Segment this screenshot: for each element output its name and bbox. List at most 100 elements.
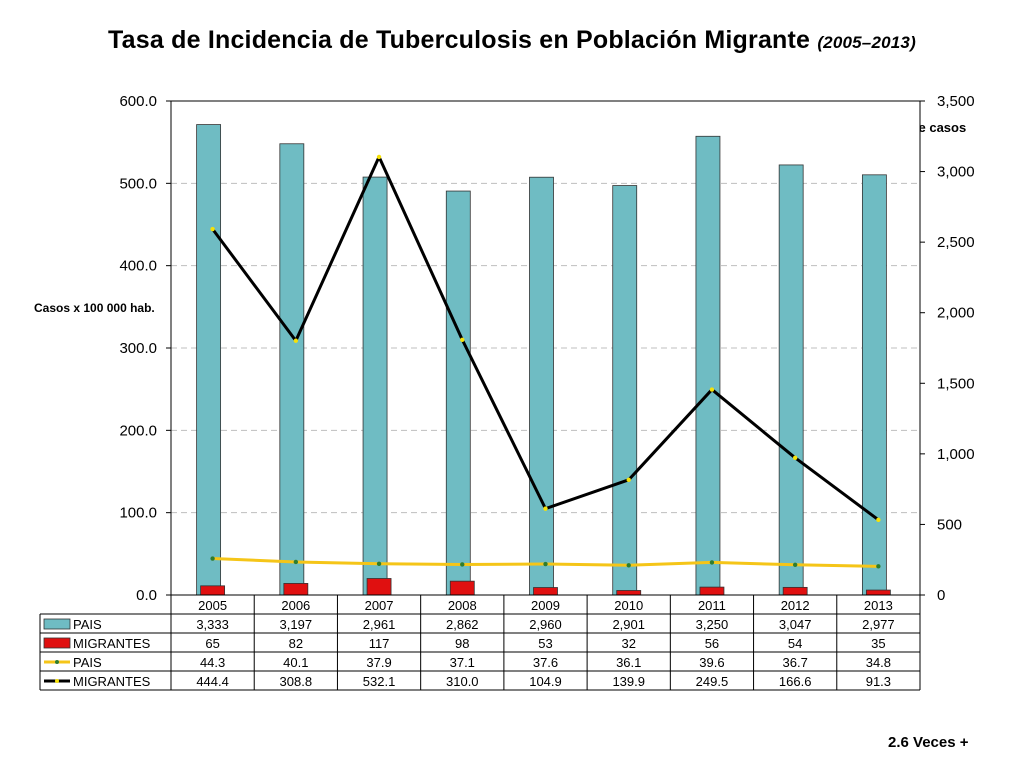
bar-migrantes	[366, 578, 392, 596]
point-migrantes	[376, 154, 382, 160]
table-cell: 444.4	[196, 674, 229, 689]
footer-note: 2.6 Veces +	[888, 734, 969, 751]
table-cell: 56	[705, 636, 719, 651]
y-left-tick-label: 200.0	[119, 422, 157, 439]
table-cell: 34.8	[866, 655, 891, 670]
table-cell: 117	[369, 636, 390, 651]
table-cell: 2,961	[363, 617, 396, 632]
point-migrantes	[709, 387, 715, 392]
table-cell: 36.7	[783, 655, 808, 670]
point-migrantes	[210, 226, 215, 232]
point-pais	[460, 562, 465, 567]
table-cell: 91.3	[866, 674, 891, 689]
y-left-tick-label: 400.0	[119, 258, 157, 275]
bar-migrantes	[200, 585, 226, 596]
table-cell: 308.8	[280, 674, 313, 689]
table-cell: 32	[621, 636, 635, 651]
bar-migrantes	[782, 586, 808, 596]
x-tick-label: 2008	[448, 598, 477, 613]
legend-marker-migrantes	[55, 679, 59, 683]
table-cell: 3,047	[779, 617, 812, 632]
y-right-tick-label: 3,500	[937, 93, 975, 110]
legend-label: MIGRANTES	[73, 674, 151, 689]
legend-label: MIGRANTES	[73, 636, 151, 651]
table-cell: 53	[538, 636, 552, 651]
point-migrantes	[792, 455, 798, 461]
table-cell: 166.6	[779, 674, 812, 689]
x-tick-label: 2010	[614, 598, 643, 613]
point-pais	[709, 560, 715, 565]
x-tick-label: 2013	[864, 598, 893, 613]
y-right-tick-label: 1,000	[937, 446, 975, 463]
table-cell: 37.1	[450, 655, 475, 670]
y-right-tick-label: 3,000	[937, 164, 975, 181]
point-pais	[626, 563, 631, 568]
bar-pais	[861, 174, 887, 596]
bar-migrantes	[699, 586, 725, 596]
x-tick-label: 2005	[198, 598, 227, 613]
table-cell: 65	[205, 636, 219, 651]
table-cell: 37.9	[366, 655, 391, 670]
x-tick-label: 2011	[698, 598, 726, 613]
table-cell: 532.1	[363, 674, 396, 689]
bar-migrantes	[533, 587, 558, 596]
table-cell: 2,901	[612, 617, 645, 632]
chart-title-main: Tasa de Incidencia de Tuberculosis en Po…	[108, 26, 811, 54]
point-migrantes	[626, 477, 631, 483]
legend-label: PAIS	[73, 617, 102, 632]
legend-label: PAIS	[73, 655, 102, 670]
table-cell: 310.0	[446, 674, 479, 689]
table-cell: 36.1	[616, 655, 641, 670]
y-axis-left-label: Casos x 100 000 hab.	[34, 301, 155, 315]
y-right-tick-label: 500	[937, 516, 962, 533]
table-cell: 2,977	[862, 617, 895, 632]
y-right-tick-label: 2,000	[937, 305, 975, 322]
table-cell: 249.5	[696, 674, 729, 689]
table-cell: 2,960	[529, 617, 562, 632]
chart-subtitle: (2005–2013)	[817, 33, 916, 52]
y-left-tick-label: 600.0	[119, 93, 157, 110]
y-right-tick-label: 0	[937, 587, 945, 604]
bar-pais	[362, 176, 388, 596]
table-cell: 98	[455, 636, 469, 651]
legend-key-pais-bar	[43, 618, 71, 630]
table-cell: 3,197	[280, 617, 313, 632]
bar-pais	[279, 143, 305, 596]
bar-pais	[612, 185, 638, 596]
table-cell: 37.6	[533, 655, 558, 670]
legend-key-migrantes-bar	[43, 637, 71, 649]
table-cell: 35	[871, 636, 885, 651]
point-migrantes	[293, 338, 299, 343]
bar-migrantes	[449, 580, 475, 596]
y-left-tick-label: 100.0	[119, 505, 157, 522]
point-migrantes	[543, 506, 548, 511]
bar-pais	[778, 164, 804, 596]
x-tick-label: 2012	[781, 598, 810, 613]
chart-title: Tasa de Incidencia de Tuberculosis en Po…	[0, 26, 1024, 55]
table-cell: 3,250	[696, 617, 729, 632]
point-pais	[376, 561, 382, 566]
bar-pais	[445, 190, 471, 596]
bar-migrantes	[283, 583, 309, 596]
table-cell: 44.3	[200, 655, 225, 670]
y-left-tick-label: 300.0	[119, 340, 157, 357]
y-left-tick-label: 0.0	[136, 587, 157, 604]
bar-migrantes	[865, 589, 891, 596]
table-cell: 3,333	[196, 617, 229, 632]
x-tick-label: 2006	[281, 598, 310, 613]
bar-pais	[529, 176, 554, 596]
point-migrantes	[876, 517, 881, 523]
point-pais	[792, 562, 798, 567]
legend-marker-pais	[55, 660, 59, 664]
table-cell: 40.1	[283, 655, 308, 670]
bar-migrantes	[616, 590, 642, 596]
table-cell: 82	[289, 636, 303, 651]
table-cell: 139.9	[612, 674, 645, 689]
x-tick-label: 2007	[365, 598, 394, 613]
y-right-tick-label: 2,500	[937, 234, 975, 251]
table-cell: 54	[788, 636, 802, 651]
x-tick-label: 2009	[531, 598, 560, 613]
point-migrantes	[460, 337, 465, 342]
table-cell: 104.9	[529, 674, 562, 689]
